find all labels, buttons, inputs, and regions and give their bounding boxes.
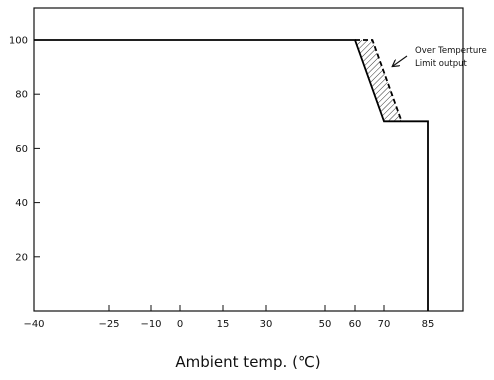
annotation: Over Temperture Limit output: [393, 46, 487, 69]
x-tick-label: 60: [349, 319, 362, 330]
y-tick-label: 60: [15, 144, 28, 155]
plot-frame: [33, 7, 464, 312]
x-axis: −40 −25 −10 0 15 30 50 60 70 85: [23, 305, 434, 330]
y-tick-label: 40: [15, 198, 28, 209]
series-line-dashed: [355, 39, 403, 122]
y-tick-label: 100: [9, 36, 28, 47]
x-tick-label: −10: [140, 319, 161, 330]
x-tick-label: 70: [378, 319, 391, 330]
series-line-solid: [34, 39, 429, 311]
plot-area: [34, 39, 429, 311]
x-tick-label: −40: [23, 319, 44, 330]
annotation-label: Over Temperture: [415, 46, 487, 56]
x-axis-label: Ambient temp. (℃): [175, 353, 320, 371]
y-tick-label: 20: [15, 252, 28, 263]
annotation-label: Limit output: [415, 59, 467, 69]
x-tick-label: 0: [177, 319, 183, 330]
x-tick-label: 30: [260, 319, 273, 330]
x-tick-label: 50: [319, 319, 332, 330]
x-tick-label: 15: [217, 319, 230, 330]
annotation-arrow: [393, 55, 408, 66]
y-axis: 20 40 60 80 100: [9, 36, 40, 263]
x-tick-label: −25: [98, 319, 119, 330]
hatched-region: [355, 40, 402, 122]
x-tick-label: 85: [422, 319, 435, 330]
y-tick-label: 80: [15, 90, 28, 101]
